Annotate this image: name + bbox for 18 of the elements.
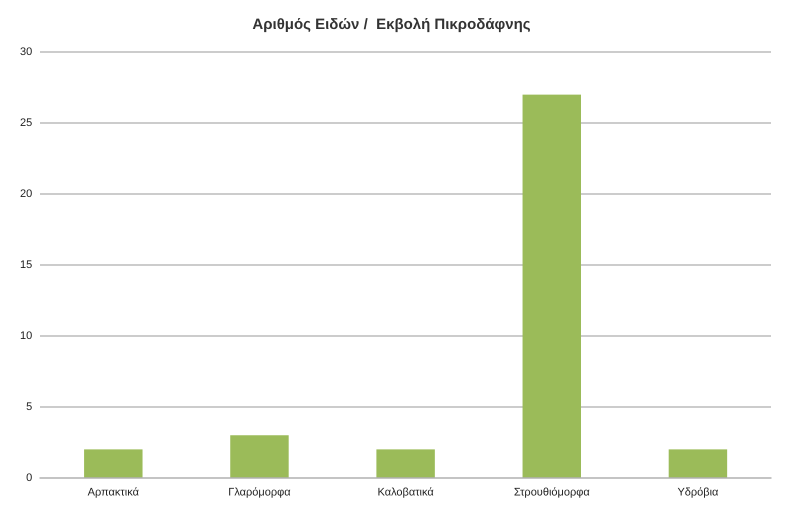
bar (376, 449, 435, 478)
y-tick-label: 25 (20, 117, 32, 129)
x-tick-label: Γλαρόμορφα (228, 486, 292, 498)
x-tick-label: Στρουθιόμορφα (514, 486, 590, 498)
chart-title: Αριθμός Ειδών / Εκβολή Πικροδάφνης (252, 16, 531, 34)
x-tick-label: Υδρόβια (677, 486, 720, 498)
bar (230, 435, 289, 478)
y-tick-label: 5 (26, 400, 32, 413)
bar (522, 94, 581, 478)
y-tick-label: 30 (20, 46, 32, 58)
y-tick-label: 20 (20, 188, 32, 200)
y-tick-label: 10 (20, 330, 32, 342)
y-tick-label: 15 (20, 258, 32, 271)
bar (668, 449, 728, 478)
bar (84, 449, 143, 478)
x-tick-label: Καλοβατικά (378, 486, 434, 498)
x-tick-label: Αρπακτικά (88, 486, 140, 498)
y-tick-label: 0 (26, 472, 32, 484)
